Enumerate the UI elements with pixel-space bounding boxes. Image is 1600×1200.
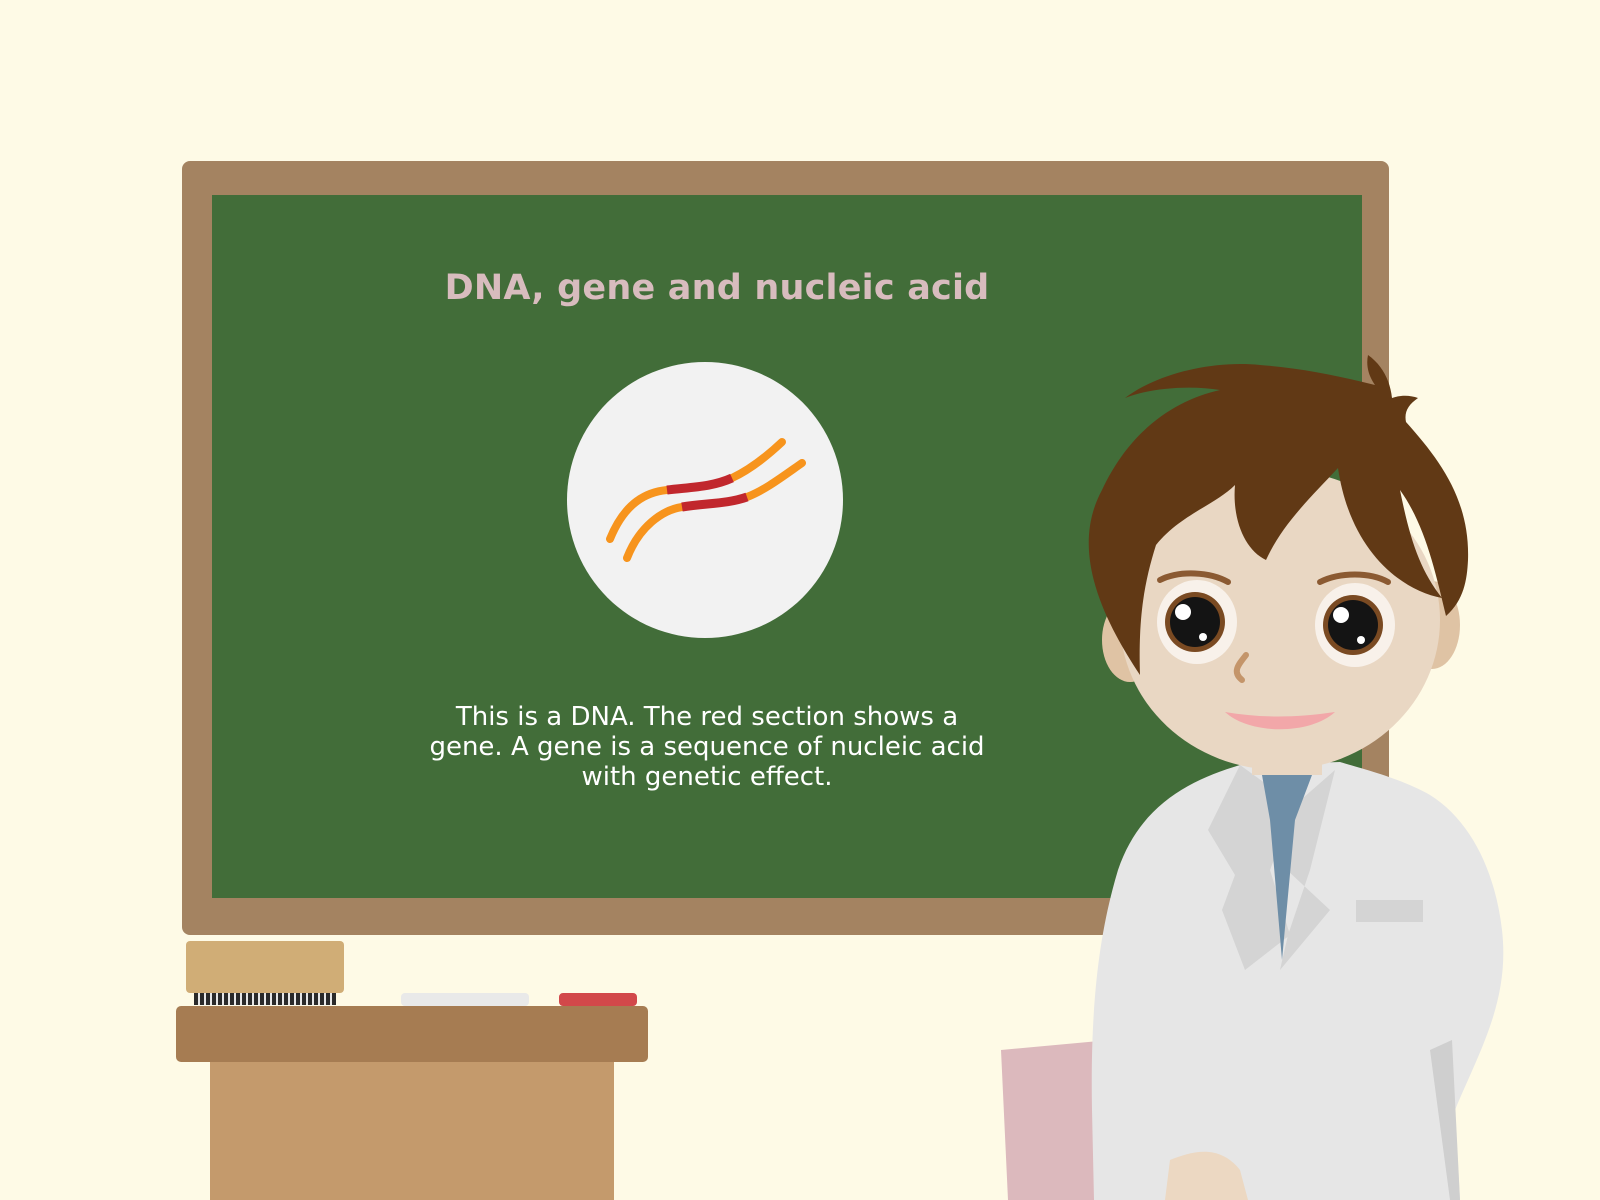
red-chalk xyxy=(559,993,637,1006)
desk-body xyxy=(210,1062,614,1200)
teacher-face xyxy=(1120,470,1440,770)
dna-strand-icon xyxy=(606,438,806,562)
board-title: DNA, gene and nucleic acid xyxy=(444,268,990,308)
white-chalk xyxy=(401,993,529,1006)
chalkboard-eraser xyxy=(186,941,344,993)
dna-illustration xyxy=(567,362,843,638)
lab-coat xyxy=(1091,762,1504,1200)
coat-pocket xyxy=(1356,900,1423,922)
shirt xyxy=(1262,775,1312,960)
teacher-mouth xyxy=(1225,712,1335,730)
teacher-character xyxy=(1001,355,1504,1200)
board-caption: This is a DNA. The red section shows a g… xyxy=(429,702,985,792)
desk-top xyxy=(176,1006,648,1062)
teacher-hair xyxy=(1088,355,1469,675)
eraser-felt xyxy=(194,993,336,1005)
